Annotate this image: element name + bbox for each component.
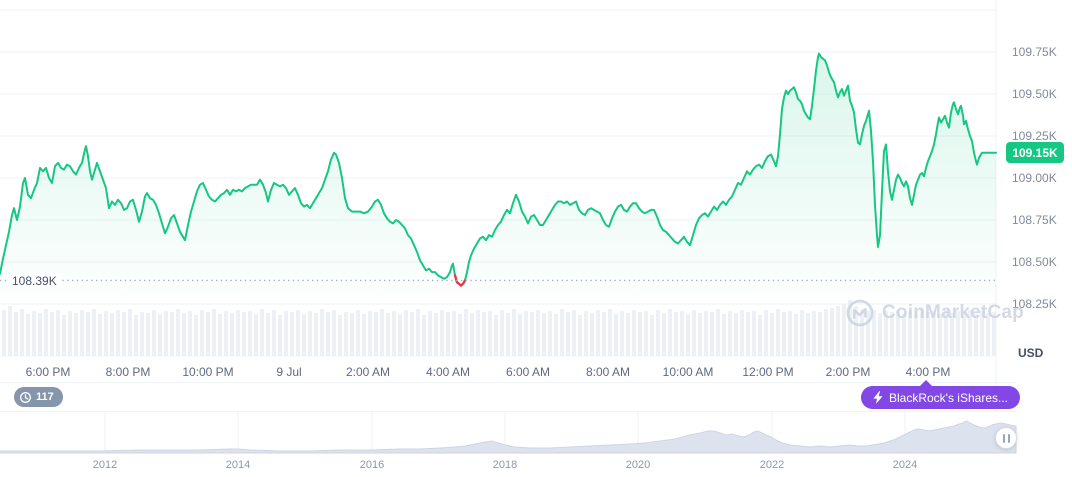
navigator-year-label: 2020 <box>625 459 651 471</box>
navigator-year-label: 2024 <box>892 459 918 471</box>
x-axis-label: 8:00 AM <box>585 365 631 379</box>
watchers-count: 117 <box>36 391 54 403</box>
watchers-badge[interactable]: 117 <box>7 387 63 407</box>
x-axis-label: 12:00 PM <box>742 365 794 379</box>
x-axis-label: 8:00 PM <box>105 365 151 379</box>
news-label: BlackRock's iShares... <box>889 390 1008 405</box>
x-axis-label: 2:00 AM <box>345 365 391 379</box>
y-axis-label: 109.75K <box>1012 45 1057 59</box>
x-axis-label: 10:00 AM <box>662 365 714 379</box>
y-axis-label: 108.50K <box>1012 255 1057 269</box>
x-axis-label: 4:00 AM <box>425 365 471 379</box>
price-area <box>0 53 996 356</box>
range-navigator[interactable] <box>0 411 1016 454</box>
divider-top <box>0 382 1016 383</box>
y-axis-label: 108.75K <box>1012 213 1057 227</box>
y-axis-label: 108.25K <box>1012 297 1057 311</box>
x-axis-label: 9 Jul <box>276 365 302 379</box>
y-axis-label: 109.00K <box>1012 171 1057 185</box>
x-axis-label: 2:00 PM <box>825 365 871 379</box>
currency-unit-label: USD <box>1018 346 1044 360</box>
y-axis-label: 109.50K <box>1012 87 1057 101</box>
x-axis-label: 6:00 AM <box>505 365 551 379</box>
x-axis-label: 4:00 PM <box>905 365 951 379</box>
navigator-year-label: 2022 <box>759 459 785 471</box>
watermark-label: CoinMarketCap <box>882 302 1024 323</box>
x-axis-label: 10:00 PM <box>182 365 234 379</box>
reference-price-label: 108.39K <box>8 274 61 288</box>
navigator-area <box>0 420 1017 454</box>
navigator-handle[interactable] <box>995 427 1017 449</box>
coinmarketcap-logo-icon <box>846 299 874 327</box>
navigator-year-label: 2016 <box>359 459 385 471</box>
x-axis-label: 6:00 PM <box>25 365 71 379</box>
navigator-year-label: 2018 <box>492 459 518 471</box>
navigator-year-label: 2012 <box>92 459 118 471</box>
price-line <box>0 52 997 287</box>
divider-navigator <box>0 411 1016 412</box>
current-price-badge: 109.15K <box>1006 142 1064 163</box>
news-annotation-button[interactable]: BlackRock's iShares... <box>861 380 1020 409</box>
clock-icon <box>20 391 31 403</box>
tooltip-pointer <box>919 380 933 387</box>
lightning-bolt-icon <box>873 391 883 404</box>
coinmarketcap-watermark: CoinMarketCap <box>845 298 1024 328</box>
y-axis-label: 109.25K <box>1012 129 1057 143</box>
navigator-year-label: 2014 <box>225 459 251 471</box>
